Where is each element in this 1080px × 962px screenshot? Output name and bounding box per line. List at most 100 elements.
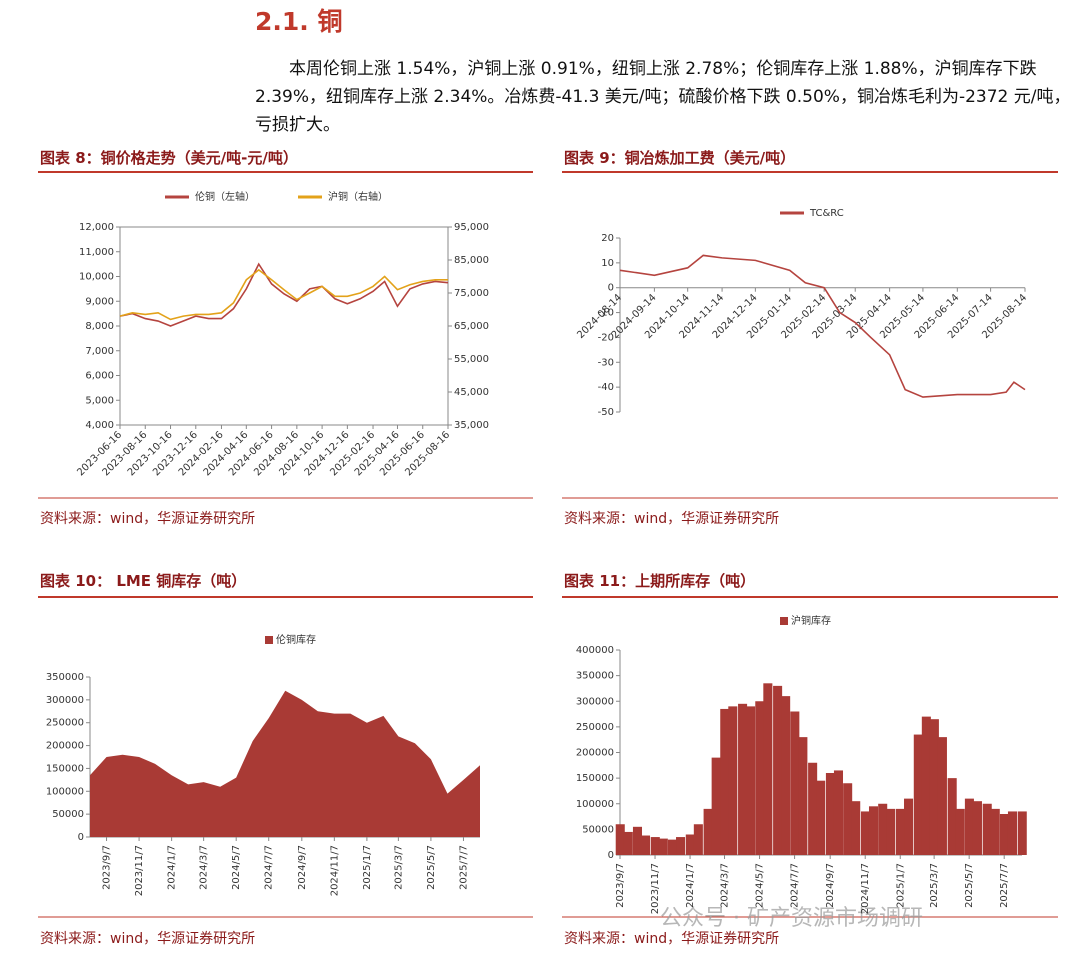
- section-heading: 2.1. 铜: [255, 7, 343, 36]
- bar: [1007, 811, 1018, 855]
- bar: [816, 780, 826, 855]
- y-tick-label: 12,000: [79, 222, 114, 233]
- legend-label: 沪铜库存: [791, 614, 831, 627]
- y-tick-label: -40: [598, 382, 614, 393]
- y-tick-label: 150000: [576, 773, 614, 784]
- y-tick-label: 0: [78, 832, 84, 843]
- bar: [860, 811, 870, 855]
- x-tick-label: 2024/9/7: [825, 863, 836, 908]
- y-tick-label: 20: [601, 233, 614, 244]
- y-tick-label: -30: [598, 357, 614, 368]
- y-tick-label: 10,000: [79, 272, 114, 283]
- source-note: 资料来源：wind，华源证券研究所: [564, 931, 779, 947]
- x-tick-label: 2023/9/7: [615, 863, 626, 908]
- x-tick-label: 2025/3/7: [929, 863, 940, 908]
- y-tick-label: 200000: [576, 748, 614, 759]
- bar: [693, 824, 703, 855]
- y-tick-label: 35,000: [454, 420, 489, 431]
- y-tick-label: 8,000: [85, 321, 114, 332]
- y-tick-label: 200000: [46, 741, 84, 752]
- y-tick-label: 6,000: [85, 371, 114, 382]
- chart-title: 图表 10： LME 铜库存（吨）: [40, 572, 246, 590]
- source-note: 资料来源：wind，华源证券研究所: [564, 511, 779, 527]
- bar: [947, 778, 957, 855]
- bar: [833, 770, 844, 855]
- bar: [623, 831, 633, 855]
- y-tick-label: 250000: [576, 722, 614, 733]
- bar: [868, 806, 879, 855]
- bar: [886, 808, 896, 855]
- y-tick-label: 50000: [582, 824, 614, 835]
- y-tick-label: 100000: [46, 786, 84, 797]
- bar: [1017, 811, 1027, 855]
- bar: [667, 839, 678, 855]
- bar: [615, 824, 625, 855]
- legend-label: TC&RC: [809, 208, 844, 219]
- bar: [825, 773, 835, 855]
- x-tick-label: 2024/5/7: [231, 845, 242, 890]
- y-tick-label: 150000: [46, 763, 84, 774]
- y-tick-label: 55,000: [454, 354, 489, 365]
- bar: [982, 803, 992, 855]
- y-tick-label: 45,000: [454, 387, 489, 398]
- bar: [921, 716, 931, 855]
- bar: [703, 808, 713, 855]
- x-tick-label: 2024/11/7: [860, 863, 871, 914]
- x-tick-label: 2025/5/7: [964, 863, 975, 908]
- watermark: 公众号 · 矿产资源市场调研: [660, 906, 923, 931]
- x-tick-label: 2024/1/7: [685, 863, 696, 908]
- bar: [913, 734, 923, 855]
- x-tick-label: 2024/1/7: [167, 845, 178, 890]
- chart-title: 图表 8：铜价格走势（美元/吨-元/吨）: [40, 149, 298, 167]
- line: [619, 254, 1026, 398]
- bar: [972, 801, 982, 855]
- bar: [640, 835, 651, 855]
- y-tick-label: 350000: [46, 672, 84, 683]
- bar: [790, 711, 800, 855]
- legend-swatch: [265, 636, 273, 644]
- legend-swatch: [780, 617, 788, 625]
- y-tick-label: 0: [608, 283, 614, 294]
- line: [119, 268, 448, 321]
- bar: [763, 683, 773, 855]
- legend-label: 伦铜（左轴）: [195, 190, 255, 203]
- bar: [843, 783, 853, 855]
- y-tick-label: 4,000: [85, 420, 114, 431]
- x-tick-label: 2024/3/7: [199, 845, 210, 890]
- paragraph: 本周伦铜上涨 1.54%，沪铜上涨 0.91%，纽铜上涨 2.78%；伦铜库存上…: [255, 59, 1071, 135]
- bar: [937, 737, 947, 855]
- area: [90, 690, 480, 837]
- source-note: 资料来源：wind，华源证券研究所: [40, 511, 255, 527]
- x-tick-label: 2025/1/7: [895, 863, 906, 908]
- x-tick-label: 2025/7/7: [458, 845, 469, 890]
- line: [119, 262, 449, 327]
- bar: [728, 706, 738, 855]
- bar: [720, 708, 730, 855]
- chart-title: 图表 9：铜冶炼加工费（美元/吨）: [564, 149, 795, 167]
- bar: [650, 837, 660, 855]
- y-tick-label: 300000: [576, 696, 614, 707]
- x-tick-label: 2023/11/7: [134, 845, 145, 896]
- y-tick-label: 95,000: [454, 222, 489, 233]
- y-tick-label: -50: [598, 407, 614, 418]
- y-tick-label: 10: [601, 258, 614, 269]
- legend-label: 沪铜（右轴）: [328, 190, 388, 203]
- y-tick-label: -10: [598, 308, 614, 319]
- x-tick-label: 2025/7/7: [999, 863, 1010, 908]
- x-tick-label: 2025/3/7: [393, 845, 404, 890]
- bar: [851, 801, 861, 855]
- bar: [964, 798, 974, 855]
- bar: [798, 737, 808, 855]
- y-tick-label: 9,000: [85, 296, 114, 307]
- y-tick-label: 5,000: [85, 395, 114, 406]
- y-tick-label: 350000: [576, 671, 614, 682]
- bar: [658, 838, 668, 855]
- y-tick-label: 300000: [46, 695, 84, 706]
- y-tick-label: 250000: [46, 718, 84, 729]
- bar: [773, 685, 783, 855]
- source-note: 资料来源：wind，华源证券研究所: [40, 931, 255, 947]
- x-tick-label: 2024/11/7: [329, 845, 340, 896]
- x-tick-label: 2024/5/7: [755, 863, 766, 908]
